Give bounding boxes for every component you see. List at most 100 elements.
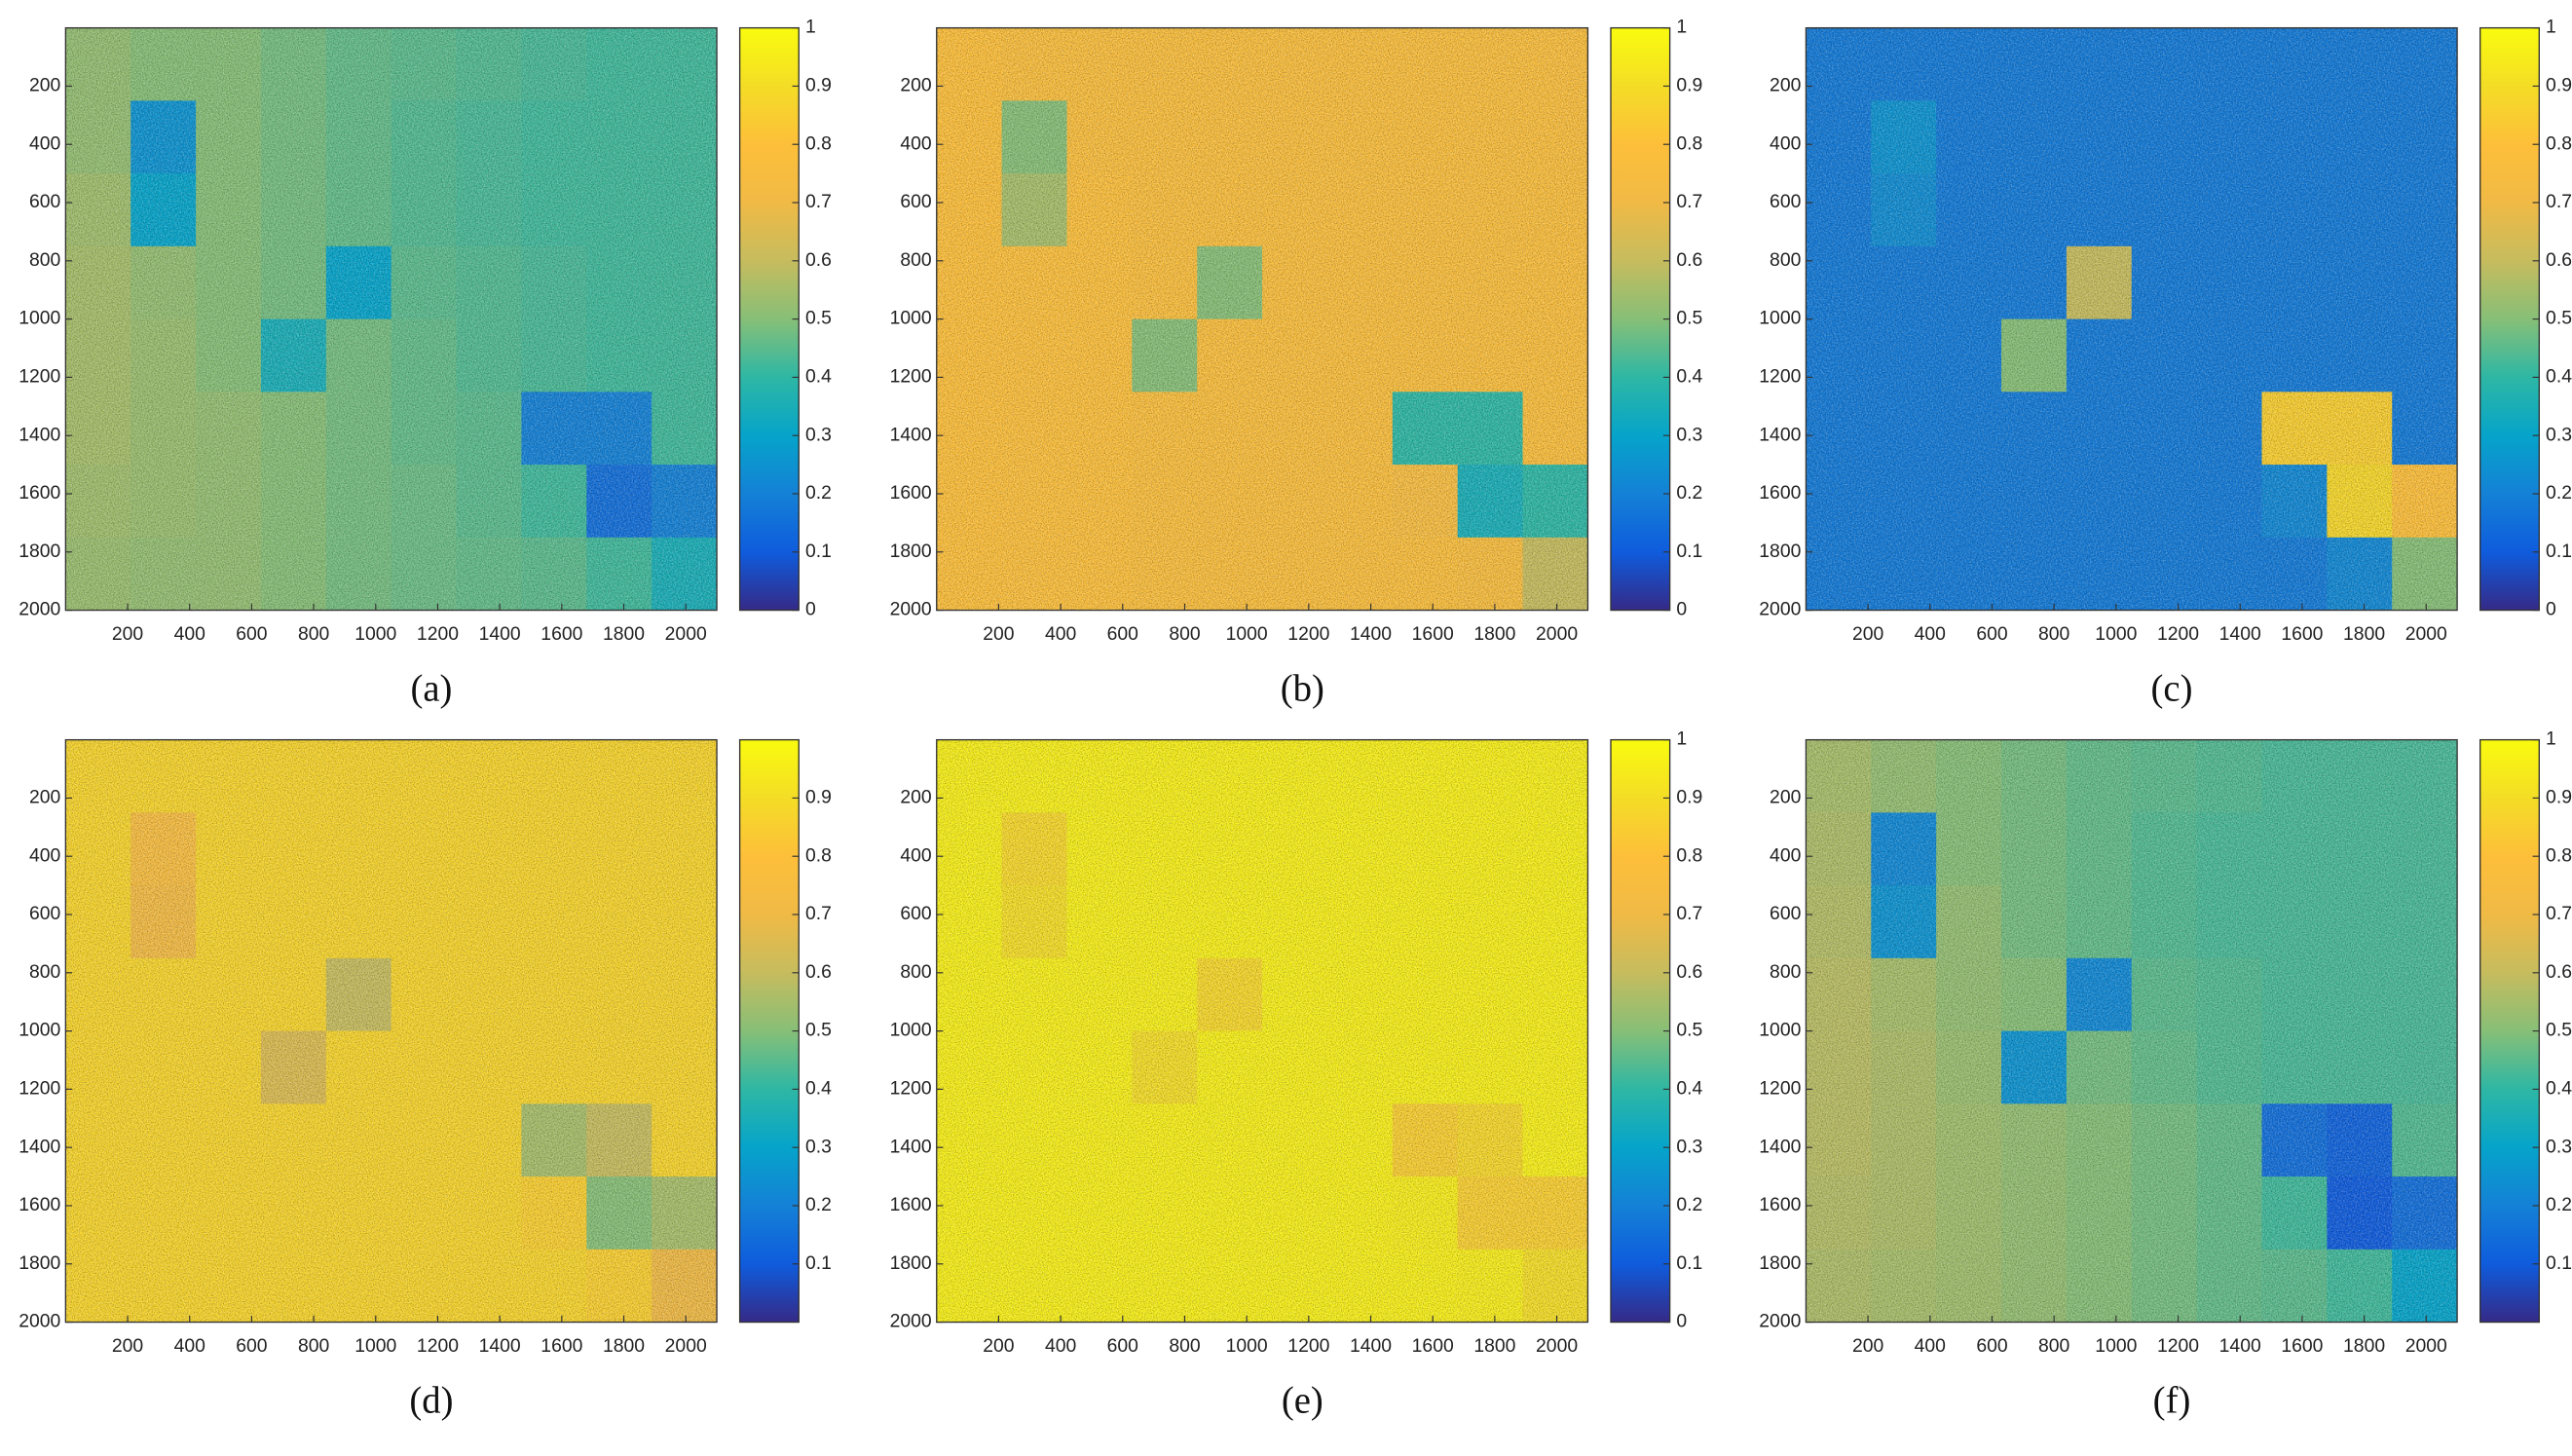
colorbar-tick-label: 0.6	[805, 961, 832, 983]
x-tick-label: 200	[112, 623, 144, 645]
x-tick-label: 1600	[1412, 623, 1454, 645]
x-tick-label: 2000	[2405, 623, 2447, 645]
y-tick-label: 1800	[19, 1252, 60, 1274]
colorbar-tick-label: 0	[1676, 1311, 1687, 1332]
x-tick-label: 800	[1169, 623, 1201, 645]
x-tick-label: 2000	[1536, 623, 1578, 645]
y-tick-label: 1400	[1759, 1136, 1801, 1157]
y-tick-label: 600	[29, 191, 61, 212]
x-tick-label: 1200	[1287, 623, 1329, 645]
x-tick-label: 800	[1169, 1335, 1201, 1357]
y-tick-label: 400	[29, 844, 61, 866]
y-tick-label: 400	[900, 844, 932, 866]
y-tick-label: 1600	[1759, 1194, 1801, 1215]
x-tick-label: 1800	[1473, 623, 1515, 645]
y-tick-label: 800	[29, 249, 61, 271]
x-tick-label: 600	[1976, 623, 2008, 645]
colorbar-tick-label: 0.4	[805, 1077, 832, 1099]
y-tick-label: 2000	[19, 1311, 60, 1332]
panel-caption: (a)	[410, 668, 452, 710]
y-tick-label: 2000	[1759, 1311, 1801, 1332]
colorbar-tick-label: 0.7	[1676, 191, 1702, 212]
colorbar-tick-label: 0.9	[805, 75, 832, 96]
texture	[1806, 27, 2458, 611]
y-tick-label: 1600	[890, 1194, 932, 1215]
x-tick-label: 200	[983, 1335, 1015, 1357]
x-tick-label: 1400	[479, 623, 521, 645]
y-tick-label: 800	[1770, 961, 1802, 983]
y-tick-label: 1400	[19, 424, 60, 445]
colorbar-tick-label: 0	[805, 599, 816, 620]
panel: 200 400 600 800 1000 1200 1400 1600 1800 20002004…	[1759, 17, 2572, 710]
colorbar-tick-label: 0.8	[1676, 132, 1702, 154]
colorbar-tick-label: 0.5	[805, 1020, 832, 1041]
colorbar-tick-label: 0.9	[2546, 75, 2572, 96]
y-tick-label: 600	[900, 191, 932, 212]
x-tick-label: 400	[174, 1335, 206, 1357]
x-tick-label: 1200	[2157, 623, 2199, 645]
colorbar-tick-label: 0.1	[805, 541, 832, 562]
colorbar-tick-label: 0.5	[1676, 1020, 1702, 1041]
y-tick-label: 2000	[890, 599, 932, 620]
colorbar-tick-label: 0.3	[1676, 1136, 1702, 1157]
colorbar-tick-label: 0.2	[805, 1194, 832, 1215]
x-tick-label: 1200	[417, 1335, 459, 1357]
y-tick-label: 400	[1770, 132, 1802, 154]
y-tick-label: 1400	[1759, 424, 1801, 445]
colorbar-tick-label: 0.2	[2546, 482, 2572, 504]
x-tick-label: 1200	[2157, 1335, 2199, 1357]
colorbar-tick-label: 0.1	[2546, 1252, 2572, 1274]
y-tick-label: 200	[900, 787, 932, 808]
x-tick-label: 1800	[603, 1335, 645, 1357]
colorbar	[1610, 738, 1671, 1324]
x-tick-label: 1000	[354, 1335, 396, 1357]
y-tick-label: 400	[29, 132, 61, 154]
x-tick-label: 1800	[1473, 1335, 1515, 1357]
panel-caption: (d)	[409, 1380, 453, 1422]
colorbar-tick-label: 1	[1676, 17, 1687, 38]
y-tick-label: 200	[900, 75, 932, 96]
colorbar-tick-label: 0.6	[2546, 961, 2572, 983]
x-tick-label: 1600	[1412, 1335, 1454, 1357]
x-tick-label: 1800	[2343, 1335, 2385, 1357]
colorbar-tick-label: 1	[805, 17, 816, 38]
colorbar-tick-label: 0.8	[2546, 132, 2572, 154]
y-tick-label: 2000	[19, 599, 60, 620]
x-tick-label: 1600	[2281, 1335, 2323, 1357]
colorbar-tick-label: 0.9	[2546, 787, 2572, 808]
y-tick-label: 200	[1770, 75, 1802, 96]
colorbar-tick-label: 0.6	[1676, 961, 1702, 983]
colorbar-tick-label: 0.4	[2546, 366, 2572, 388]
colorbar	[1610, 26, 1671, 612]
x-tick-label: 1600	[2281, 623, 2323, 645]
y-tick-label: 2000	[890, 1311, 932, 1332]
y-tick-label: 800	[1770, 249, 1802, 271]
y-tick-label: 1200	[890, 366, 932, 388]
colorbar-tick-label: 0.2	[2546, 1194, 2572, 1215]
y-tick-label: 200	[29, 787, 61, 808]
colorbar-tick-label: 0.4	[1676, 1077, 1702, 1099]
panel-caption: (b)	[1281, 668, 1324, 710]
colorbar-tick-label: 0.4	[805, 366, 832, 388]
x-tick-label: 1000	[2095, 623, 2137, 645]
y-tick-label: 1400	[19, 1136, 60, 1157]
y-tick-label: 1200	[890, 1077, 932, 1099]
y-tick-label: 1200	[19, 366, 60, 388]
colorbar-tick-label: 0.3	[805, 424, 832, 445]
x-tick-label: 1400	[1350, 623, 1392, 645]
x-tick-label: 1400	[2219, 1335, 2261, 1357]
y-tick-label: 1600	[1759, 482, 1801, 504]
colorbar-tick-label: 0.2	[1676, 482, 1702, 504]
x-tick-label: 1000	[354, 623, 396, 645]
colorbar-tick-label: 0.5	[2546, 1020, 2572, 1041]
colorbar-tick-label: 0.2	[805, 482, 832, 504]
y-tick-label: 600	[29, 903, 61, 924]
x-tick-label: 1600	[540, 1335, 582, 1357]
x-tick-label: 200	[1852, 623, 1884, 645]
colorbar-tick-label: 0.7	[805, 903, 832, 924]
colorbar-tick-label: 0.5	[2546, 308, 2572, 329]
y-tick-label: 1800	[890, 1252, 932, 1274]
colorbar-tick-label: 0.6	[805, 249, 832, 271]
colorbar-tick-label: 0.7	[1676, 903, 1702, 924]
x-tick-label: 1600	[540, 623, 582, 645]
